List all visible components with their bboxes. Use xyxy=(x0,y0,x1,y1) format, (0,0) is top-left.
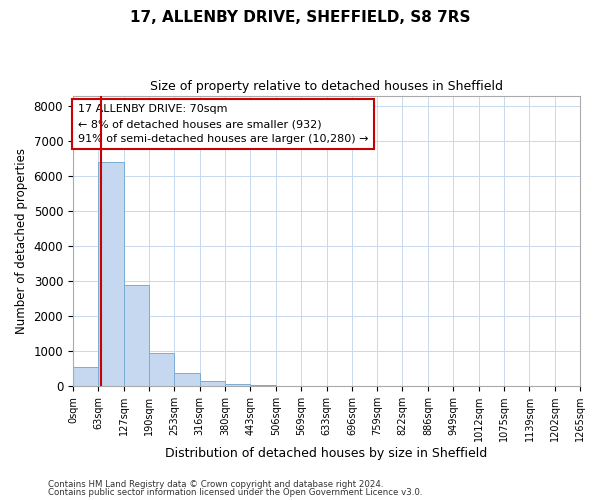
Text: 17, ALLENBY DRIVE, SHEFFIELD, S8 7RS: 17, ALLENBY DRIVE, SHEFFIELD, S8 7RS xyxy=(130,10,470,25)
X-axis label: Distribution of detached houses by size in Sheffield: Distribution of detached houses by size … xyxy=(166,447,488,460)
Bar xyxy=(200,382,225,386)
Text: Contains HM Land Registry data © Crown copyright and database right 2024.: Contains HM Land Registry data © Crown c… xyxy=(48,480,383,489)
Bar xyxy=(73,367,98,386)
Text: 17 ALLENBY DRIVE: 70sqm
← 8% of detached houses are smaller (932)
91% of semi-de: 17 ALLENBY DRIVE: 70sqm ← 8% of detached… xyxy=(78,104,368,144)
Bar xyxy=(98,162,124,386)
Bar xyxy=(250,385,276,386)
Bar xyxy=(124,284,149,386)
Bar xyxy=(149,353,175,386)
Y-axis label: Number of detached properties: Number of detached properties xyxy=(15,148,28,334)
Bar xyxy=(225,384,250,386)
Bar xyxy=(175,374,200,386)
Text: Contains public sector information licensed under the Open Government Licence v3: Contains public sector information licen… xyxy=(48,488,422,497)
Title: Size of property relative to detached houses in Sheffield: Size of property relative to detached ho… xyxy=(150,80,503,93)
